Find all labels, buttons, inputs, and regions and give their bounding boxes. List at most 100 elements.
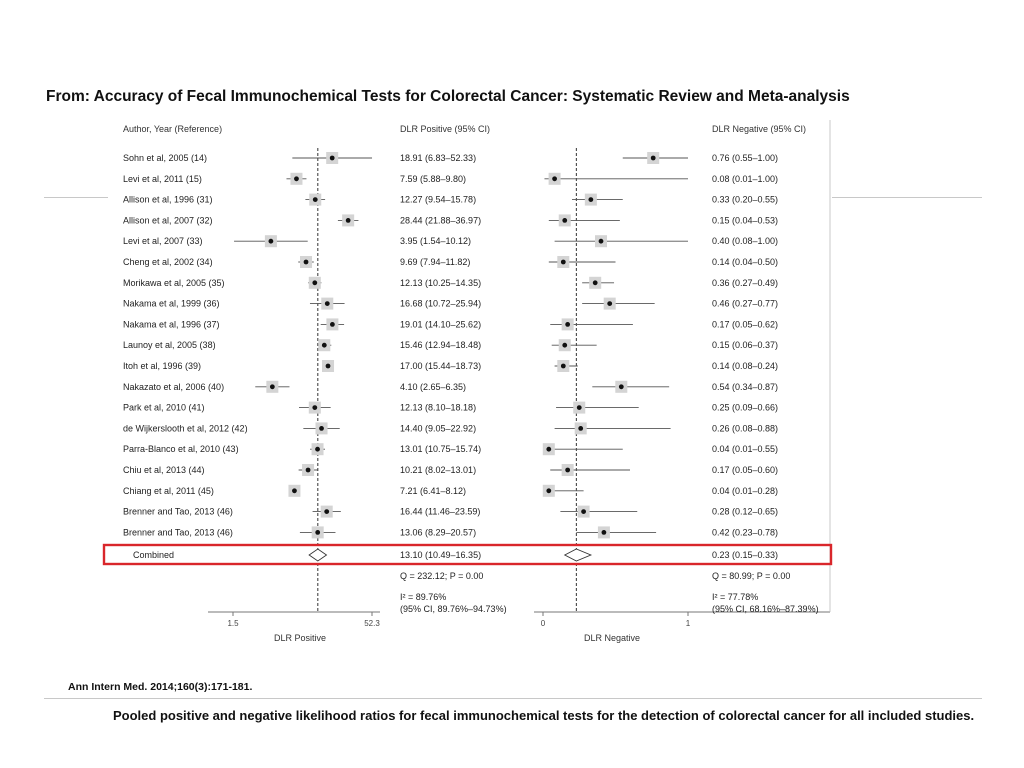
- negative-i2-ci: (95% CI, 68.16%–87.39%): [712, 604, 819, 614]
- positive-point: [312, 405, 318, 410]
- negative-point: [581, 509, 586, 514]
- positive-point: [305, 467, 311, 473]
- negative-point: [598, 238, 604, 244]
- positive-point: [292, 488, 297, 494]
- negative-estimate-text: 0.28 (0.12–0.65): [712, 507, 778, 517]
- negative-point: [618, 384, 624, 390]
- negative-point: [607, 301, 613, 306]
- positive-estimate-text: 19.01 (14.10–25.62): [400, 319, 481, 329]
- divider-top-left: [44, 197, 108, 198]
- divider-bottom: [44, 698, 982, 699]
- positive-combined-diamond: [308, 548, 328, 562]
- negative-q-statistic: Q = 80.99; P = 0.00: [712, 571, 790, 581]
- negative-estimate-text: 0.54 (0.34–0.87): [712, 382, 778, 392]
- negative-axis-tick-label: 1: [686, 619, 691, 628]
- study-name: Cheng et al, 2002 (34): [123, 257, 213, 267]
- positive-estimate-text: 13.01 (10.75–15.74): [400, 444, 481, 454]
- study-name: Levi et al, 2007 (33): [123, 236, 203, 246]
- positive-estimate-text: 15.46 (12.94–18.48): [400, 340, 481, 350]
- positive-point: [321, 342, 327, 348]
- combined-label: Combined: [133, 550, 174, 560]
- negative-estimate-text: 0.08 (0.01–1.00): [712, 174, 778, 184]
- positive-estimate-text: 16.68 (10.72–25.94): [400, 299, 481, 309]
- study-name: Chiu et al, 2013 (44): [123, 465, 205, 475]
- positive-point: [315, 446, 320, 452]
- negative-point: [650, 155, 656, 161]
- positive-point: [268, 238, 274, 244]
- positive-point: [319, 426, 324, 431]
- negative-point: [565, 467, 571, 473]
- positive-estimate-text: 4.10 (2.65–6.35): [400, 382, 466, 392]
- study-name: Allison et al, 1996 (31): [123, 195, 213, 205]
- negative-point: [565, 322, 571, 327]
- study-name: Nakama et al, 1999 (36): [123, 299, 220, 309]
- negative-estimate-text: 0.76 (0.55–1.00): [712, 153, 778, 163]
- positive-estimate-text: 16.44 (11.46–23.59): [400, 507, 480, 517]
- negative-estimate-text: 0.04 (0.01–0.55): [712, 444, 778, 454]
- positive-axis-label: DLR Positive: [274, 633, 326, 643]
- negative-estimate-text: 0.17 (0.05–0.60): [712, 465, 778, 475]
- study-name: Brenner and Tao, 2013 (46): [123, 527, 233, 537]
- negative-estimate-text: 0.17 (0.05–0.62): [712, 319, 778, 329]
- positive-estimate-text: 10.21 (8.02–13.01): [400, 465, 476, 475]
- positive-estimate-text: 18.91 (6.83–52.33): [400, 153, 476, 163]
- negative-point: [562, 218, 568, 223]
- negative-point: [588, 197, 594, 203]
- negative-combined-diamond: [563, 548, 593, 562]
- positive-estimate-text: 12.13 (8.10–18.18): [400, 403, 476, 413]
- positive-point: [312, 280, 318, 286]
- positive-estimate-text: 17.00 (15.44–18.73): [400, 361, 481, 371]
- positive-q-statistic: Q = 232.12; P = 0.00: [400, 571, 483, 581]
- study-name: Chiang et al, 2011 (45): [123, 486, 214, 496]
- positive-point: [324, 301, 330, 306]
- positive-point: [294, 176, 299, 182]
- combined-negative-text: 0.23 (0.15–0.33): [712, 550, 778, 560]
- negative-point: [592, 280, 598, 286]
- study-name: Nakazato et al, 2006 (40): [123, 382, 224, 392]
- negative-estimate-text: 0.33 (0.20–0.55): [712, 195, 778, 205]
- column-header-study: Author, Year (Reference): [123, 124, 222, 134]
- positive-estimate-text: 9.69 (7.94–11.82): [400, 257, 470, 267]
- positive-i2-ci: (95% CI, 89.76%–94.73%): [400, 604, 507, 614]
- negative-point: [576, 405, 582, 410]
- negative-point: [562, 342, 568, 348]
- positive-point: [312, 197, 318, 203]
- positive-estimate-text: 13.06 (8.29–20.57): [400, 527, 476, 537]
- positive-point: [269, 384, 275, 390]
- study-name: Nakama et al, 1996 (37): [123, 319, 220, 329]
- study-name: de Wijkerslooth et al, 2012 (42): [123, 423, 248, 433]
- positive-point: [325, 363, 331, 369]
- combined-positive-text: 13.10 (10.49–16.35): [400, 550, 481, 560]
- study-name: Park et al, 2010 (41): [123, 403, 205, 413]
- negative-estimate-text: 0.15 (0.04–0.53): [712, 215, 778, 225]
- positive-estimate-text: 28.44 (21.88–36.97): [400, 215, 481, 225]
- negative-axis-tick-label: 0: [541, 619, 546, 628]
- negative-estimate-text: 0.40 (0.08–1.00): [712, 236, 778, 246]
- negative-estimate-text: 0.42 (0.23–0.78): [712, 527, 778, 537]
- positive-estimate-text: 12.27 (9.54–15.78): [400, 195, 476, 205]
- combined-highlight-box: [102, 543, 833, 566]
- negative-point: [560, 363, 566, 369]
- negative-point: [560, 259, 566, 265]
- positive-axis-tick-label: 1.5: [227, 619, 239, 628]
- study-name: Brenner and Tao, 2013 (46): [123, 507, 233, 517]
- study-name: Parra-Blanco et al, 2010 (43): [123, 444, 239, 454]
- negative-axis-label: DLR Negative: [584, 633, 640, 643]
- citation: Ann Intern Med. 2014;160(3):171-181.: [68, 681, 253, 693]
- negative-estimate-text: 0.14 (0.04–0.50): [712, 257, 778, 267]
- negative-estimate-text: 0.15 (0.06–0.37): [712, 340, 778, 350]
- positive-point: [329, 322, 335, 327]
- positive-point: [329, 155, 335, 161]
- negative-estimate-text: 0.46 (0.27–0.77): [712, 299, 778, 309]
- negative-point: [552, 176, 557, 182]
- positive-estimate-text: 14.40 (9.05–22.92): [400, 423, 476, 433]
- positive-point: [315, 530, 321, 535]
- positive-estimate-text: 7.59 (5.88–9.80): [400, 174, 466, 184]
- negative-i2-statistic: I² = 77.78%: [712, 592, 758, 602]
- negative-estimate-text: 0.26 (0.08–0.88): [712, 423, 778, 433]
- page-title: From: Accuracy of Fecal Immunochemical T…: [46, 88, 850, 105]
- positive-i2-statistic: I² = 89.76%: [400, 592, 446, 602]
- study-name: Launoy et al, 2005 (38): [123, 340, 216, 350]
- study-name: Levi et al, 2011 (15): [123, 174, 202, 184]
- study-name: Itoh et al, 1996 (39): [123, 361, 201, 371]
